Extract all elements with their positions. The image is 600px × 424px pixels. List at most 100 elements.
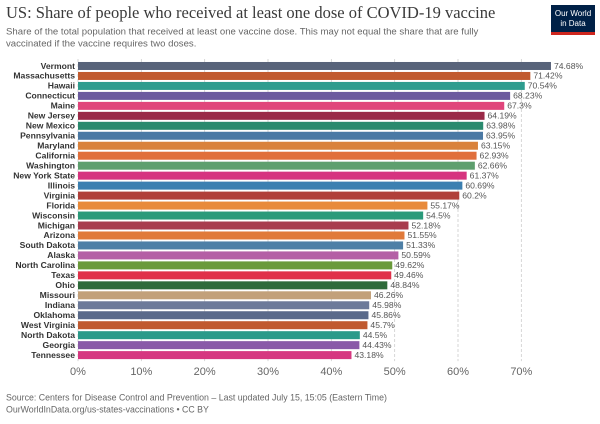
- subtitle: vaccinated if the vaccine requires two d…: [6, 39, 196, 50]
- y-tick-label: North Carolina: [15, 260, 75, 270]
- bar: [78, 211, 424, 220]
- y-tick-label: Hawaii: [48, 81, 75, 91]
- value-label: 49.46%: [394, 270, 424, 280]
- y-tick-label: New York State: [13, 170, 75, 180]
- x-tick-label: 20%: [194, 366, 216, 378]
- bar: [78, 261, 393, 270]
- value-label: 54.5%: [426, 210, 451, 220]
- y-tick-label: Tennessee: [31, 350, 75, 360]
- logo-text: Our World: [555, 9, 591, 18]
- y-tick-label: Wisconsin: [32, 210, 75, 220]
- bar: [78, 221, 409, 230]
- bar: [78, 81, 525, 90]
- value-label: 70.54%: [528, 81, 558, 91]
- y-tick-label: Ohio: [55, 280, 75, 290]
- y-tick-label: North Dakota: [21, 330, 75, 340]
- bar: [78, 241, 404, 250]
- bar: [78, 71, 531, 80]
- value-label: 60.2%: [462, 190, 487, 200]
- bar: [78, 181, 463, 190]
- bar: [78, 251, 399, 260]
- bar: [78, 311, 369, 320]
- bar: [78, 111, 485, 120]
- y-tick-label: Illinois: [48, 180, 75, 190]
- bar: [78, 291, 371, 300]
- x-tick-label: 30%: [257, 366, 279, 378]
- value-label: 68.23%: [513, 91, 543, 101]
- bar: [78, 321, 368, 330]
- y-tick-label: Maryland: [37, 141, 75, 151]
- x-tick-label: 40%: [320, 366, 342, 378]
- value-label: 49.62%: [395, 260, 425, 270]
- y-tick-label: South Dakota: [20, 240, 76, 250]
- value-label: 67.3%: [507, 101, 532, 111]
- y-tick-label: Indiana: [45, 300, 75, 310]
- y-tick-label: Pennsylvania: [20, 131, 75, 141]
- value-label: 71.42%: [533, 71, 563, 81]
- bar: [78, 271, 392, 280]
- y-tick-label: Virginia: [44, 190, 76, 200]
- y-tick-label: Massachusetts: [13, 71, 75, 81]
- bar: [78, 351, 352, 360]
- x-tick-label: 70%: [510, 366, 532, 378]
- bar: [78, 191, 460, 200]
- bar: [78, 171, 467, 180]
- value-label: 44.5%: [363, 330, 388, 340]
- value-label: 63.98%: [486, 121, 516, 131]
- x-tick-label: 10%: [130, 366, 152, 378]
- value-label: 55.17%: [430, 200, 460, 210]
- value-label: 63.95%: [486, 131, 516, 141]
- footer: OurWorldInData.org/us-states-vaccination…: [6, 404, 209, 414]
- y-tick-label: Connecticut: [25, 91, 75, 101]
- y-tick-label: Alaska: [47, 250, 75, 260]
- x-tick-label: 50%: [384, 366, 406, 378]
- value-label: 45.98%: [372, 300, 402, 310]
- bar: [78, 141, 478, 150]
- value-label: 52.18%: [411, 220, 441, 230]
- value-label: 44.43%: [362, 340, 392, 350]
- value-label: 48.84%: [390, 280, 420, 290]
- value-label: 74.68%: [554, 61, 584, 71]
- value-label: 50.59%: [401, 250, 431, 260]
- y-tick-label: Missouri: [40, 290, 75, 300]
- x-tick-label: 60%: [447, 366, 469, 378]
- bar: [78, 231, 405, 240]
- y-tick-label: Texas: [51, 270, 75, 280]
- y-tick-label: Vermont: [41, 61, 76, 71]
- y-tick-label: California: [35, 150, 75, 160]
- bar: [78, 131, 484, 140]
- value-label: 43.18%: [354, 350, 384, 360]
- x-tick-label: 0%: [70, 366, 86, 378]
- value-label: 60.69%: [465, 180, 495, 190]
- bar: [78, 281, 388, 290]
- value-label: 62.66%: [478, 160, 508, 170]
- value-label: 64.19%: [488, 111, 518, 121]
- bar: [78, 341, 360, 350]
- y-tick-label: New Mexico: [26, 121, 75, 131]
- value-label: 45.86%: [371, 310, 401, 320]
- value-label: 62.93%: [480, 150, 510, 160]
- y-tick-label: Georgia: [43, 340, 76, 350]
- y-tick-label: Oklahoma: [33, 310, 75, 320]
- logo-box: [551, 5, 595, 35]
- value-label: 63.15%: [481, 141, 511, 151]
- chart-title: US: Share of people who received at leas…: [6, 3, 495, 22]
- bar: [78, 101, 505, 110]
- y-tick-label: Michigan: [38, 220, 75, 230]
- y-tick-label: Maine: [51, 101, 76, 111]
- subtitle: Share of the total population that recei…: [6, 27, 479, 38]
- bar: [78, 201, 428, 210]
- bar: [78, 301, 370, 310]
- y-tick-label: Florida: [46, 200, 75, 210]
- value-label: 46.26%: [374, 290, 404, 300]
- logo-bar: [551, 32, 595, 35]
- bar: [78, 61, 551, 70]
- y-tick-label: West Virginia: [21, 320, 75, 330]
- bar: [78, 121, 484, 130]
- bar: [78, 91, 511, 100]
- y-tick-label: Arizona: [43, 230, 75, 240]
- bar: [78, 331, 360, 340]
- source: Source: Centers for Disease Control and …: [6, 392, 387, 402]
- bar: [78, 161, 475, 170]
